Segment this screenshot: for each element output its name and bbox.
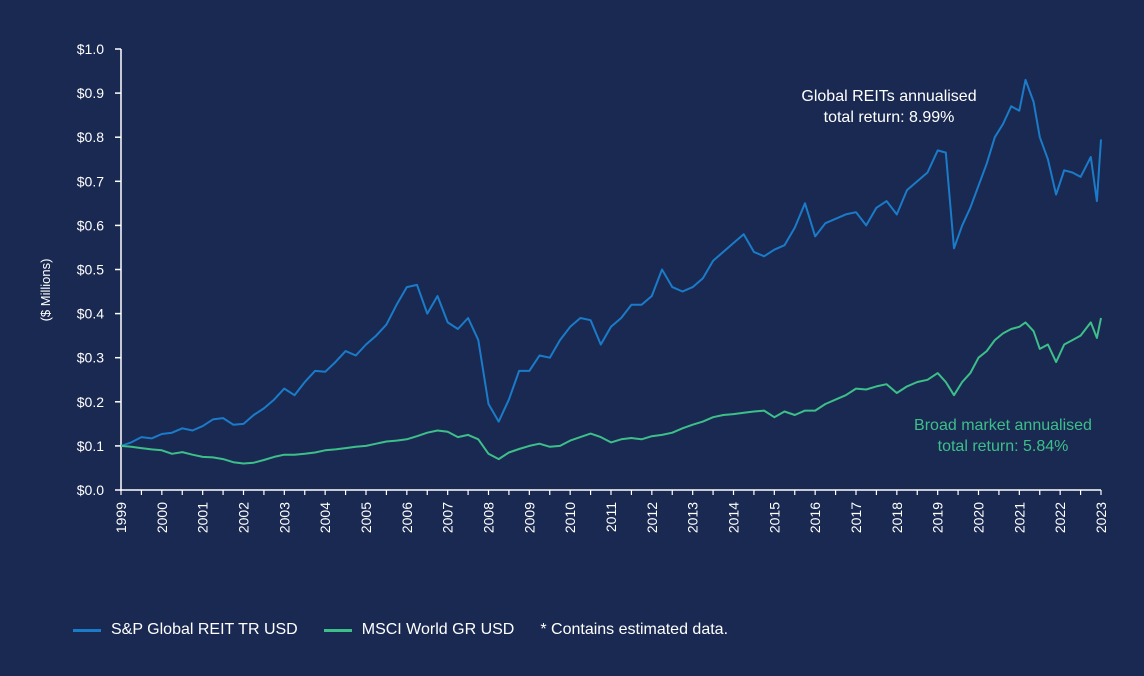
x-tick-label: 2009 [521, 502, 537, 533]
x-axis: 1999 2000 2001 2002 2003 2004 2005 2006 2007 2008… [113, 489, 1109, 533]
y-axis: $0.0 $0.1 $0.2 $0.3 $0.4 $0.5 $0.6 $0.7 $0.8 $0.9… [77, 41, 122, 498]
x-tick-label: 2018 [889, 502, 905, 533]
x-tick-label: 2023 [1093, 502, 1109, 533]
x-tick-label: 2017 [848, 502, 864, 533]
y-tick-label: $0.4 [77, 306, 104, 322]
y-tick-label: $0.5 [77, 262, 104, 278]
x-tick-label: 1999 [113, 502, 129, 533]
y-tick-label: $0.7 [77, 173, 104, 189]
y-tick-label: $0.9 [77, 85, 104, 101]
legend-item-msci: MSCI World GR USD [323, 621, 515, 639]
x-tick-label: 2020 [971, 502, 987, 533]
x-tick-label: 2010 [562, 502, 578, 533]
legend: S&P Global REIT TR USD MSCI World GR USD… [73, 621, 728, 639]
x-tick-label: 2014 [726, 502, 742, 533]
reit-return-annotation: Global REITs annualised [801, 88, 976, 105]
legend-swatch-msci [323, 628, 352, 632]
y-tick-label: $0.8 [77, 129, 104, 145]
y-tick-label: $0.3 [77, 350, 104, 366]
x-tick-label: 2015 [766, 502, 782, 533]
x-tick-label: 2011 [603, 502, 619, 532]
x-tick-label: 2001 [195, 502, 211, 533]
series-line-reit [120, 78, 1102, 447]
x-tick-label: 2004 [317, 502, 333, 533]
x-tick-label: 2013 [685, 502, 701, 533]
y-tick-label: $0.0 [77, 482, 104, 498]
chart: ($ Millions) $0.0$0.1$0.2$0.3$0.4$0.5$0.… [38, 41, 1109, 533]
x-tick-label: 2012 [644, 502, 660, 533]
y-axis-title: ($ Millions) [38, 259, 53, 322]
x-tick-label: 2019 [930, 502, 946, 533]
y-tick-label: $1.0 [77, 41, 104, 57]
series-line-msci [120, 317, 1102, 465]
legend-swatch-reit [73, 628, 101, 632]
legend-item-reit: S&P Global REIT TR USD [73, 621, 298, 639]
market-return-annotation: total return: 5.84% [938, 438, 1069, 455]
legend-label-reit: S&P Global REIT TR USD [111, 621, 298, 638]
reit-return-annotation: total return: 8.99% [824, 109, 955, 126]
x-tick-label: 2008 [481, 502, 497, 533]
x-tick-label: 2006 [399, 502, 415, 533]
estimated-data-note: * Contains estimated data. [540, 621, 729, 638]
x-tick-label: 2007 [440, 502, 456, 533]
annotation-layer: Global REITs annualised total return: 8.9… [801, 88, 1092, 455]
x-tick-label: 2003 [276, 502, 292, 533]
x-tick-label: 2022 [1052, 502, 1068, 533]
x-tick-label: 2021 [1011, 502, 1027, 533]
legend-label-msci: MSCI World GR USD [361, 621, 515, 638]
market-return-annotation: Broad market annualised [914, 417, 1092, 434]
y-tick-label: $0.1 [77, 438, 104, 454]
series-layer [120, 78, 1102, 465]
y-tick-label: $0.6 [77, 217, 104, 233]
x-tick-label: 2000 [154, 502, 170, 533]
x-tick-label: 2002 [236, 502, 252, 533]
y-tick-label: $0.2 [77, 394, 104, 410]
x-tick-label: 2005 [358, 502, 374, 533]
x-tick-label: 2016 [807, 502, 823, 533]
